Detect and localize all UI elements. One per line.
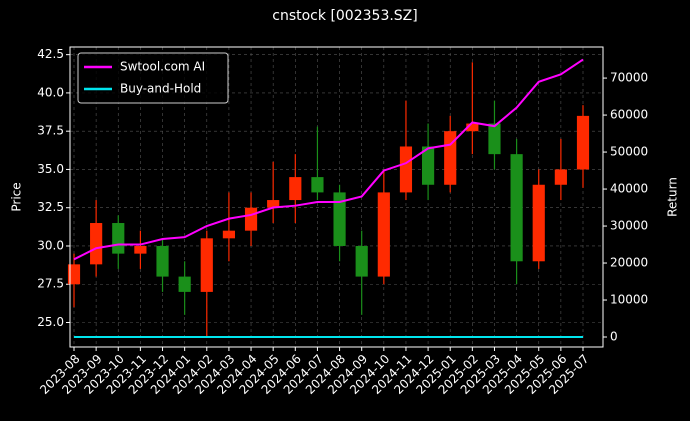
candle-body [399,146,413,193]
candle-body [510,154,523,262]
candle-body [200,238,213,292]
y-tick-label: 35.0 [37,162,64,176]
y2-tick-label: 20000 [610,256,648,270]
y2-axis-label: Return [666,177,680,217]
legend-box [77,52,229,104]
candle-body [355,245,368,277]
y2-tick-label: 30000 [610,219,648,233]
y2-tick-label: 40000 [610,182,648,196]
candle-body [134,245,147,254]
candle-body [466,123,479,132]
y-tick-label: 40.0 [37,85,64,99]
y-tick-label: 30.0 [37,238,64,252]
chart-title: cnstock [002353.SZ] [272,8,417,24]
candle-body [532,184,545,262]
return-line [73,58,584,261]
candle-body [311,177,324,193]
legend-label: Swtool.com AI [120,60,205,74]
y-tick-label: 42.5 [37,47,64,61]
candle-body [576,115,590,170]
candle-body [289,177,302,201]
y2-tick-label: 70000 [610,71,648,85]
y-tick-label: 37.5 [37,124,64,138]
plot-frame [69,46,604,348]
candle-body [178,276,191,292]
legend-label: Buy-and-Hold [120,82,201,96]
candle-body [222,230,235,239]
candle-body [267,200,280,208]
candle-body [333,192,346,246]
candle-body [488,123,501,155]
candle-body [244,207,258,231]
candle-body [67,264,81,285]
candle-body [377,192,390,277]
y2-tick-label: 50000 [610,145,648,159]
candle-body [90,223,103,265]
y-axis-label: Price [10,182,24,211]
y2-tick-label: 0 [610,330,618,344]
y2-tick-label: 10000 [610,293,648,307]
candle-body [554,169,567,185]
candle-body [156,245,169,277]
candle-body [422,146,435,185]
y-tick-label: 25.0 [37,315,64,329]
y-tick-label: 32.5 [37,200,64,214]
y2-tick-label: 60000 [610,108,648,122]
y-tick-label: 27.5 [37,277,64,291]
candle-body [112,223,125,254]
